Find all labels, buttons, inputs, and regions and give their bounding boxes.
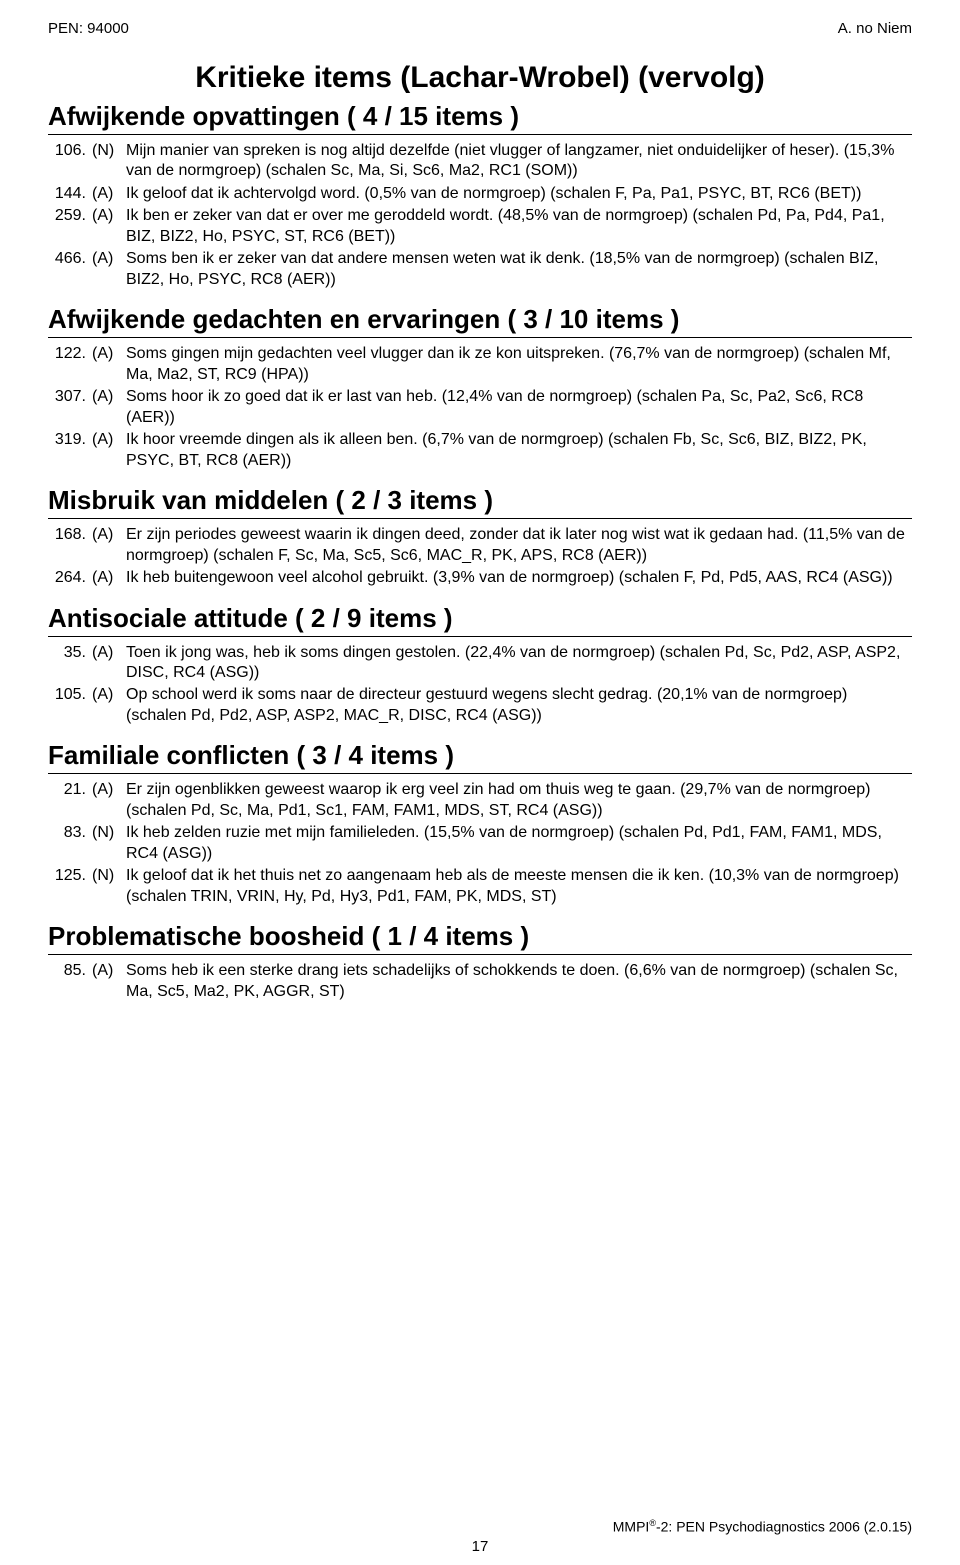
item-row: 122.(A)Soms gingen mijn gedachten veel v… <box>48 344 912 385</box>
section-heading: Afwijkende opvattingen ( 4 / 15 items ) <box>48 101 912 135</box>
item-text: Ik geloof dat ik achtervolgd word. (0,5%… <box>126 184 912 204</box>
item-response: (A) <box>92 568 126 588</box>
sections-container: Afwijkende opvattingen ( 4 / 15 items ) 1… <box>48 101 912 1002</box>
item-response: (A) <box>92 249 126 290</box>
item-number: 105. <box>48 685 92 726</box>
main-title: Kritieke items (Lachar-Wrobel) (vervolg) <box>48 61 912 95</box>
item-response: (A) <box>92 184 126 204</box>
item-row: 83.(N)Ik heb zelden ruzie met mijn famil… <box>48 823 912 864</box>
item-row: 466.(A)Soms ben ik er zeker van dat ande… <box>48 249 912 290</box>
footer-sup: ® <box>649 1518 656 1528</box>
item-response: (A) <box>92 430 126 471</box>
item-number: 264. <box>48 568 92 588</box>
item-response: (A) <box>92 685 126 726</box>
item-number: 21. <box>48 780 92 821</box>
item-text: Mijn manier van spreken is nog altijd de… <box>126 141 912 182</box>
item-response: (A) <box>92 387 126 428</box>
item-text: Er zijn ogenblikken geweest waarop ik er… <box>126 780 912 821</box>
item-number: 83. <box>48 823 92 864</box>
item-number: 85. <box>48 961 92 1002</box>
item-row: 144.(A)Ik geloof dat ik achtervolgd word… <box>48 184 912 204</box>
item-text: Ik heb zelden ruzie met mijn familielede… <box>126 823 912 864</box>
page-header: PEN: 94000 A. no Niem <box>48 20 912 37</box>
item-number: 307. <box>48 387 92 428</box>
item-row: 264.(A)Ik heb buitengewoon veel alcohol … <box>48 568 912 588</box>
item-response: (A) <box>92 525 126 566</box>
section-heading: Problematische boosheid ( 1 / 4 items ) <box>48 921 912 955</box>
item-text: Ik ben er zeker van dat er over me gerod… <box>126 206 912 247</box>
item-row: 105.(A)Op school werd ik soms naar de di… <box>48 685 912 726</box>
item-response: (A) <box>92 344 126 385</box>
item-response: (A) <box>92 206 126 247</box>
item-number: 466. <box>48 249 92 290</box>
item-text: Soms gingen mijn gedachten veel vlugger … <box>126 344 912 385</box>
section-heading: Misbruik van middelen ( 2 / 3 items ) <box>48 485 912 519</box>
item-text: Soms ben ik er zeker van dat andere mens… <box>126 249 912 290</box>
section-heading: Familiale conflicten ( 3 / 4 items ) <box>48 740 912 774</box>
item-text: Op school werd ik soms naar de directeur… <box>126 685 912 726</box>
item-response: (N) <box>92 866 126 907</box>
header-right: A. no Niem <box>838 20 912 37</box>
item-text: Toen ik jong was, heb ik soms dingen ges… <box>126 643 912 684</box>
item-text: Er zijn periodes geweest waarin ik dinge… <box>126 525 912 566</box>
item-row: 106.(N)Mijn manier van spreken is nog al… <box>48 141 912 182</box>
item-number: 144. <box>48 184 92 204</box>
item-number: 122. <box>48 344 92 385</box>
item-response: (A) <box>92 643 126 684</box>
item-row: 21.(A)Er zijn ogenblikken geweest waarop… <box>48 780 912 821</box>
item-row: 35.(A)Toen ik jong was, heb ik soms ding… <box>48 643 912 684</box>
item-response: (N) <box>92 823 126 864</box>
item-number: 125. <box>48 866 92 907</box>
item-number: 35. <box>48 643 92 684</box>
item-row: 168.(A)Er zijn periodes geweest waarin i… <box>48 525 912 566</box>
section-heading: Antisociale attitude ( 2 / 9 items ) <box>48 603 912 637</box>
item-response: (A) <box>92 780 126 821</box>
item-text: Ik heb buitengewoon veel alcohol gebruik… <box>126 568 912 588</box>
item-text: Ik geloof dat ik het thuis net zo aangen… <box>126 866 912 907</box>
footer-suffix: -2: PEN Psychodiagnostics 2006 (2.0.15) <box>656 1519 912 1535</box>
item-number: 259. <box>48 206 92 247</box>
item-text: Soms hoor ik zo goed dat ik er last van … <box>126 387 912 428</box>
item-text: Ik hoor vreemde dingen als ik alleen ben… <box>126 430 912 471</box>
item-row: 85.(A)Soms heb ik een sterke drang iets … <box>48 961 912 1002</box>
page-number: 17 <box>0 1538 960 1555</box>
item-response: (A) <box>92 961 126 1002</box>
item-row: 319.(A)Ik hoor vreemde dingen als ik all… <box>48 430 912 471</box>
item-number: 319. <box>48 430 92 471</box>
header-left: PEN: 94000 <box>48 20 129 37</box>
footer-line: MMPI®-2: PEN Psychodiagnostics 2006 (2.0… <box>48 1518 912 1535</box>
item-row: 259.(A)Ik ben er zeker van dat er over m… <box>48 206 912 247</box>
item-number: 168. <box>48 525 92 566</box>
item-row: 307.(A)Soms hoor ik zo goed dat ik er la… <box>48 387 912 428</box>
item-text: Soms heb ik een sterke drang iets schade… <box>126 961 912 1002</box>
section-heading: Afwijkende gedachten en ervaringen ( 3 /… <box>48 304 912 338</box>
item-response: (N) <box>92 141 126 182</box>
document-page: PEN: 94000 A. no Niem Kritieke items (La… <box>0 0 960 1565</box>
footer-prefix: MMPI <box>613 1519 650 1535</box>
item-number: 106. <box>48 141 92 182</box>
item-row: 125.(N)Ik geloof dat ik het thuis net zo… <box>48 866 912 907</box>
